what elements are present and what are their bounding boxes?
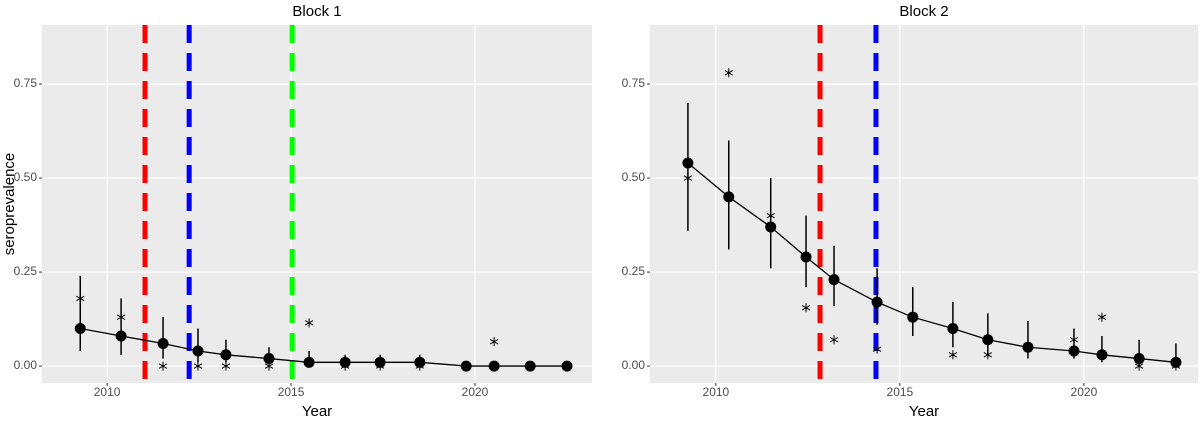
y-tick-label: 0.25 [14,264,38,278]
observed-point [489,337,499,347]
observed-point [193,361,203,371]
point [765,221,777,233]
observed-point [462,361,471,371]
observed-point [683,173,693,183]
x-tick-label: 2010 [703,385,730,399]
observed-point [264,361,274,371]
observed-point [76,293,85,303]
observed-point [340,361,350,371]
point [303,356,315,368]
observed-point [375,361,385,371]
point [723,191,735,203]
observed-point [908,310,917,320]
point [1068,345,1080,357]
observed-point [562,361,572,371]
observed-point [304,318,314,328]
y-axis-title: seroprevalence [1,153,18,256]
point [74,322,86,334]
point [115,330,127,342]
observed-point [1171,361,1181,371]
x-axis-title: Year [302,403,332,420]
observed-point [1023,342,1033,352]
x-tick-label: 2020 [1071,385,1098,399]
point [1133,353,1145,365]
plot-background [650,25,1198,383]
y-tick-label: 0.75 [14,76,38,90]
observed-point [948,350,958,360]
point [947,322,959,334]
observed-point [415,361,424,371]
observed-point [1134,361,1144,371]
observed-point [158,361,168,371]
observed-point [526,361,535,371]
point [982,334,994,346]
x-tick-label: 2020 [462,385,489,399]
observed-point [766,211,775,221]
point [828,274,840,286]
point [800,251,812,263]
point [220,349,232,361]
point [157,338,169,350]
point [682,157,694,169]
observed-point [116,312,126,322]
point [488,360,500,372]
y-tick-label: 0.00 [622,358,646,372]
y-tick-label: 0.50 [14,170,38,184]
chart-title: Block 2 [899,3,948,20]
x-tick-label: 2015 [887,385,914,399]
x-axis-title: Year [909,403,939,420]
y-tick-label: 0.50 [622,170,646,184]
observed-point [724,68,733,78]
x-tick-label: 2010 [94,385,121,399]
y-tick-label: 0.75 [622,76,646,90]
observed-point [221,361,231,371]
x-tick-label: 2015 [278,385,305,399]
y-tick-label: 0.00 [14,358,38,372]
observed-point [983,350,993,360]
observed-point [801,303,811,313]
observed-point [1069,335,1079,345]
point [192,345,204,357]
point [263,353,275,365]
plot-background [42,25,592,383]
observed-point [829,335,839,345]
chart-title: Block 1 [292,3,341,20]
point [871,296,883,308]
observed-point [1097,312,1107,322]
y-tick-label: 0.25 [622,264,646,278]
observed-point [872,344,882,354]
point [1096,349,1108,361]
